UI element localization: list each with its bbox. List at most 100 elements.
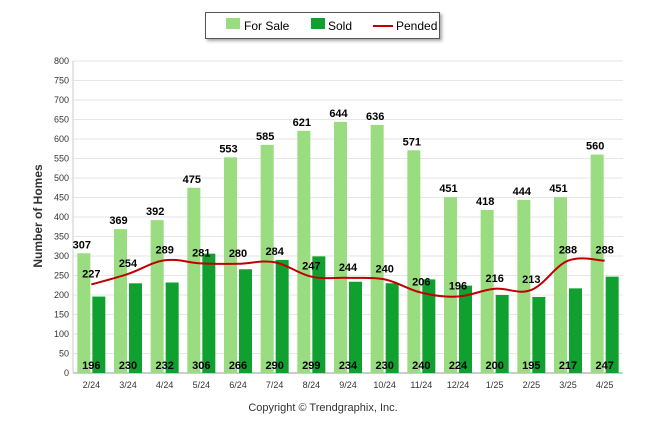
bar-for-sale xyxy=(297,130,311,373)
data-label-pended: 206 xyxy=(412,277,430,289)
x-tick-label: 2/25 xyxy=(523,380,541,390)
data-label-for-sale: 451 xyxy=(549,183,567,195)
bar-sold xyxy=(459,285,472,373)
x-tick-label: 9/24 xyxy=(339,380,357,390)
y-tick-label: 300 xyxy=(54,251,69,261)
y-tick-label: 700 xyxy=(54,95,69,105)
data-label-sold: 217 xyxy=(559,360,577,372)
data-label-sold: 299 xyxy=(302,360,320,372)
data-label-for-sale: 475 xyxy=(183,174,201,186)
data-label-sold: 195 xyxy=(522,360,540,372)
data-label-sold: 247 xyxy=(595,360,613,372)
data-label-sold: 290 xyxy=(265,360,283,372)
bar-for-sale xyxy=(554,197,567,373)
data-label-pended: 280 xyxy=(229,248,247,260)
y-axis-label: Number of Homes xyxy=(31,164,45,268)
data-label-pended: 216 xyxy=(485,273,503,285)
bar-for-sale xyxy=(114,229,127,373)
data-label-sold: 196 xyxy=(82,360,100,372)
x-tick-label: 1/25 xyxy=(486,380,504,390)
x-tick-label: 4/25 xyxy=(596,380,614,390)
y-tick-label: 200 xyxy=(54,290,69,300)
data-label-sold: 224 xyxy=(449,360,468,372)
bar-sold xyxy=(239,269,252,373)
x-tick-label: 10/24 xyxy=(373,380,396,390)
legend: For Sale Sold Pended xyxy=(205,12,440,39)
y-tick-label: 750 xyxy=(54,76,69,86)
x-axis-ticks: 2/24 3/24 4/24 5/24 6/24 7/24 8/24 9/24 10/24 11/… xyxy=(83,380,614,390)
data-labels: 307 196 227 369 230 254 392 232 289 475 306 281 553 2… xyxy=(73,108,614,372)
data-label-for-sale: 571 xyxy=(403,136,421,148)
data-label-pended: 288 xyxy=(595,245,613,257)
data-label-sold: 266 xyxy=(229,360,247,372)
y-tick-label: 550 xyxy=(54,154,69,164)
data-label-for-sale: 644 xyxy=(329,108,348,120)
x-tick-label: 3/24 xyxy=(119,380,137,390)
y-axis-ticks: 0 50 100 150 200 250 300 350 400 450 500 550 600 650 7… xyxy=(54,56,69,378)
x-tick-label: 2/24 xyxy=(83,380,101,390)
bar-for-sale xyxy=(150,220,164,373)
data-label-pended: 247 xyxy=(302,261,320,273)
data-label-pended: 227 xyxy=(82,268,100,280)
data-label-for-sale: 418 xyxy=(476,196,494,208)
bars xyxy=(77,121,619,374)
y-tick-label: 50 xyxy=(59,349,69,359)
bar-sold xyxy=(422,279,436,373)
x-tick-label: 11/24 xyxy=(410,380,432,390)
bar-sold xyxy=(275,259,289,373)
bar-for-sale xyxy=(480,209,494,373)
legend-swatch-sold xyxy=(311,18,325,29)
data-label-for-sale: 560 xyxy=(586,141,604,153)
data-label-pended: 254 xyxy=(119,258,138,270)
data-label-pended: 244 xyxy=(339,262,358,274)
y-tick-label: 350 xyxy=(54,232,69,242)
x-tick-label: 12/24 xyxy=(447,380,470,390)
legend-label-for-sale: For Sale xyxy=(244,19,290,33)
bar-for-sale xyxy=(334,121,347,373)
x-tick-label: 6/24 xyxy=(229,380,247,390)
data-label-pended: 288 xyxy=(559,245,577,257)
grid-lines xyxy=(72,60,623,374)
bar-for-sale xyxy=(517,199,531,373)
legend-label-pended: Pended xyxy=(396,19,438,33)
pended-line xyxy=(91,257,605,298)
bar-for-sale xyxy=(187,187,201,373)
y-tick-label: 500 xyxy=(54,173,69,183)
bar-sold xyxy=(569,288,582,373)
data-label-sold: 230 xyxy=(119,360,137,372)
y-tick-label: 450 xyxy=(54,193,69,203)
data-label-for-sale: 369 xyxy=(109,215,127,227)
bar-for-sale xyxy=(444,197,457,373)
data-label-sold: 230 xyxy=(375,360,393,372)
legend-label-sold: Sold xyxy=(328,19,353,33)
y-tick-label: 600 xyxy=(54,134,69,144)
legend-swatch-pended xyxy=(373,25,393,27)
data-label-for-sale: 636 xyxy=(366,111,384,123)
x-tick-label: 8/24 xyxy=(303,380,321,390)
data-label-sold: 240 xyxy=(412,360,430,372)
data-label-sold: 200 xyxy=(485,360,503,372)
bar-sold xyxy=(385,283,399,373)
data-label-sold: 306 xyxy=(192,360,210,372)
bar-sold xyxy=(202,253,216,373)
data-label-for-sale: 444 xyxy=(513,186,532,198)
data-label-pended: 289 xyxy=(155,244,173,256)
bar-sold xyxy=(349,281,362,373)
legend-swatch-for-sale xyxy=(226,18,240,29)
y-tick-label: 650 xyxy=(54,115,69,125)
bar-sold xyxy=(495,295,509,373)
y-tick-label: 0 xyxy=(64,368,69,378)
bar-for-sale xyxy=(407,150,421,373)
bar-for-sale xyxy=(224,157,237,373)
data-label-pended: 284 xyxy=(265,246,284,258)
bar-sold xyxy=(165,282,179,373)
bar-for-sale xyxy=(370,124,384,374)
bar-sold xyxy=(605,276,619,373)
data-label-pended: 196 xyxy=(449,281,467,293)
data-label-for-sale: 392 xyxy=(146,206,164,218)
data-label-for-sale: 451 xyxy=(439,183,457,195)
bar-for-sale xyxy=(77,253,91,373)
data-label-pended: 240 xyxy=(375,263,393,275)
data-label-for-sale: 585 xyxy=(256,131,274,143)
